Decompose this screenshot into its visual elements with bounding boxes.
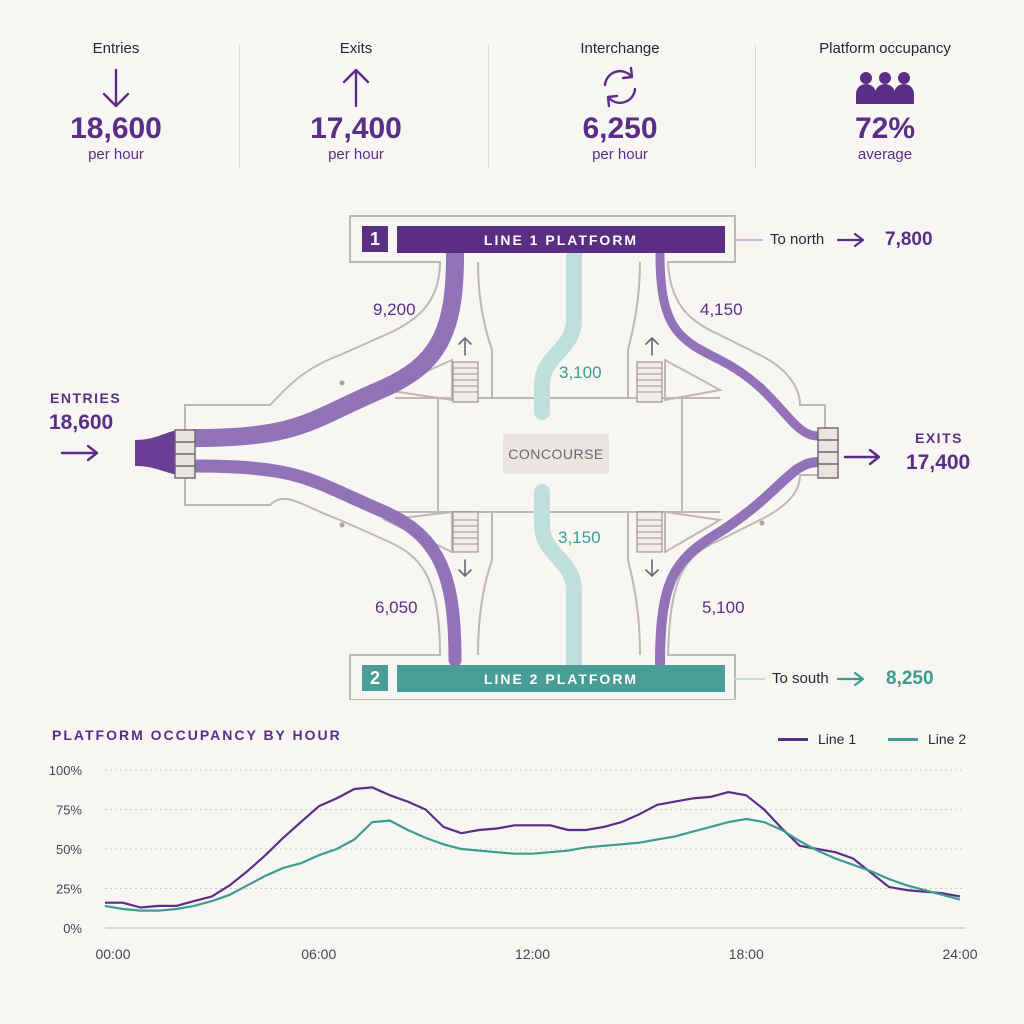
x-tick-label: 06:00 <box>301 946 336 962</box>
kpi-unit: per hour <box>88 146 144 163</box>
kpi-interchange: Interchange 6,250 per hour <box>500 40 740 164</box>
north-value: 7,800 <box>885 229 933 250</box>
legend-label: Line 1 <box>818 731 857 747</box>
concourse-label: CONCOURSE <box>503 434 609 474</box>
kpi-label: Platform occupancy <box>819 40 951 57</box>
chart-title: PLATFORM OCCUPANCY BY HOUR <box>52 727 342 743</box>
kpi-value: 72% <box>854 112 916 145</box>
kpi-occupancy: Platform occupancy 72% average <box>765 40 1005 164</box>
kpi-entries: Entries 18,600 per hour <box>0 40 236 164</box>
flow-entry-line2: 6,050 <box>375 598 418 617</box>
y-tick-label: 0% <box>63 921 82 936</box>
flow-entry-line1: 9,200 <box>373 300 416 319</box>
entries-label: ENTRIES <box>50 390 122 406</box>
station-outline <box>60 215 881 700</box>
x-tick-label: 18:00 <box>729 946 764 962</box>
arrow-up-icon <box>236 62 476 112</box>
kpi-label: Entries <box>92 40 140 57</box>
kpi-value: 18,600 <box>70 112 162 145</box>
flow-interchange-down: 3,150 <box>558 528 601 547</box>
kpi-unit: per hour <box>592 146 648 163</box>
kpi-unit: per hour <box>328 146 384 163</box>
chart-plot: 0% 25% 50% 75% 100% 00:00 06:00 12:00 18:00 24:00 <box>49 763 978 962</box>
entry-gate <box>174 429 196 479</box>
x-tick-label: 24:00 <box>942 946 977 962</box>
y-tick-label: 25% <box>56 882 82 897</box>
y-tick-label: 100% <box>49 763 83 778</box>
legend-swatch <box>888 737 918 741</box>
series-line-2 <box>104 817 961 912</box>
entries-value: 18,600 <box>49 411 114 434</box>
kpi-unit: average <box>857 146 913 163</box>
exit-gate <box>817 427 839 479</box>
y-tick-label: 75% <box>56 803 82 818</box>
kpi-exits: Exits 17,400 per hour <box>236 40 476 164</box>
x-tick-label: 00:00 <box>95 946 130 962</box>
flow-interchange-up: 3,100 <box>559 363 602 382</box>
line1-badge: 1 <box>362 226 388 252</box>
north-label: To north <box>770 231 825 248</box>
legend-line1: Line 1 <box>778 731 856 747</box>
interchange-cycle-icon <box>500 62 740 112</box>
exits-value: 17,400 <box>906 451 971 474</box>
line2-badge: 2 <box>362 665 388 691</box>
kpi-divider <box>488 44 489 168</box>
south-label: To south <box>772 670 829 687</box>
series-line-1 <box>105 786 961 909</box>
arrow-down-icon <box>0 62 236 112</box>
line2-platform: LINE 2 PLATFORM <box>397 665 725 692</box>
kpi-value: 17,400 <box>310 112 402 145</box>
flow-line2-exit: 5,100 <box>702 598 745 617</box>
exits-label: EXITS <box>915 430 963 446</box>
y-tick-label: 50% <box>56 842 82 857</box>
flow-line1-exit: 4,150 <box>700 300 743 319</box>
kpi-value: 6,250 <box>582 112 658 145</box>
kpi-strip: Entries 18,600 per hour Exits 17,400 per… <box>0 0 1024 190</box>
x-tick-label: 12:00 <box>515 946 550 962</box>
station-flow-diagram: 1 LINE 1 PLATFORM 2 LINE 2 PLATFORM CONC… <box>0 200 1024 700</box>
kpi-divider <box>239 44 240 168</box>
south-value: 8,250 <box>886 668 934 689</box>
occupancy-chart: PLATFORM OCCUPANCY BY HOUR Line 1 Line 2… <box>0 715 1024 1015</box>
kpi-label: Exits <box>339 40 373 57</box>
legend-swatch <box>778 737 808 741</box>
kpi-label: Interchange <box>580 40 660 57</box>
line1-platform: LINE 1 PLATFORM <box>397 226 725 253</box>
legend-label: Line 2 <box>928 731 967 747</box>
legend-line2: Line 2 <box>888 731 966 747</box>
people-group-icon <box>765 62 1005 112</box>
kpi-divider <box>755 44 756 168</box>
